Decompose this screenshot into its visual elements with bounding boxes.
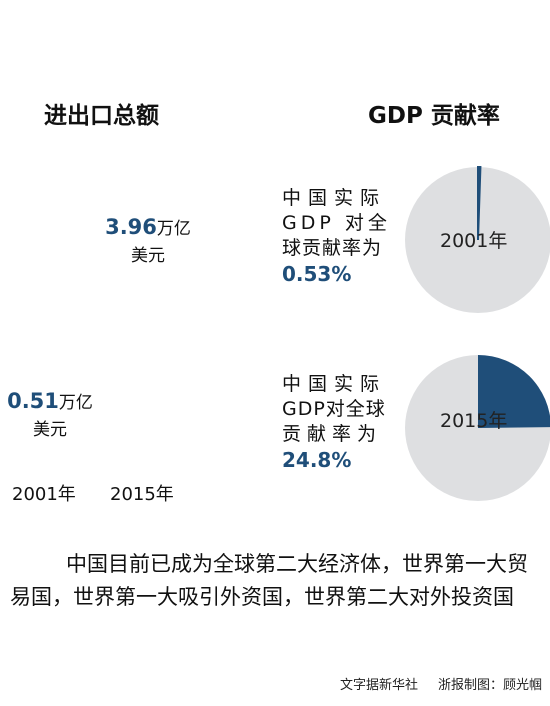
gdp-desc-2001: 中国实际 GDP 对全 球贡献率为 0.53% bbox=[282, 186, 402, 287]
pie-chart-2015 bbox=[405, 355, 550, 501]
trade-2015-number: 3.96 bbox=[105, 215, 157, 239]
trade-2015-unit: 万亿 bbox=[156, 219, 191, 239]
gdp-desc-2015-line3: 贡献率为 bbox=[282, 423, 383, 445]
trade-year-2015-label: 2015年 bbox=[110, 484, 174, 505]
pie-2001-year-label: 2001年 bbox=[440, 230, 508, 252]
trade-2015-currency: 美元 bbox=[131, 246, 165, 266]
trade-2001-currency: 美元 bbox=[33, 420, 67, 440]
gdp-contribution-heading: GDP 贡献率 bbox=[368, 103, 500, 129]
pie-2015-china-slice bbox=[478, 355, 550, 428]
gdp-desc-2001-line1: 中国实际 bbox=[282, 187, 387, 209]
trade-year-2001-label: 2001年 bbox=[12, 484, 76, 505]
author-credit: 浙报制图：顾光帼 bbox=[438, 678, 543, 693]
summary-text: 中国目前已成为全球第二大经济体，世界第一大贸易国，世界第一大吸引外资国，世界第二… bbox=[10, 552, 528, 609]
gdp-desc-2015: 中国实际 GDP对全球 贡献率为 24.8% bbox=[282, 372, 402, 473]
trade-value-2015: 3.96万亿 美元 bbox=[98, 214, 198, 266]
pie-2001-china-slice bbox=[477, 165, 482, 241]
pie-chart-2001 bbox=[405, 165, 550, 313]
source-credit: 文字据新华社 bbox=[340, 678, 419, 693]
gdp-percent-2001: 0.53% bbox=[282, 262, 352, 286]
gdp-desc-2001-line3: 球贡献率为 bbox=[282, 237, 383, 259]
trade-2001-number: 0.51 bbox=[7, 389, 59, 413]
trade-2001-unit: 万亿 bbox=[58, 393, 93, 413]
gdp-percent-2015: 24.8% bbox=[282, 448, 352, 472]
gdp-desc-2015-line1: 中国实际 bbox=[282, 373, 387, 395]
pie-2015-year-label: 2015年 bbox=[440, 410, 508, 432]
trade-total-heading: 进出口总额 bbox=[44, 103, 159, 129]
trade-value-2001: 0.51万亿 美元 bbox=[0, 388, 100, 440]
gdp-desc-2001-line2: GDP 对全 bbox=[282, 212, 391, 234]
gdp-desc-2015-line2: GDP对全球 bbox=[282, 398, 386, 420]
